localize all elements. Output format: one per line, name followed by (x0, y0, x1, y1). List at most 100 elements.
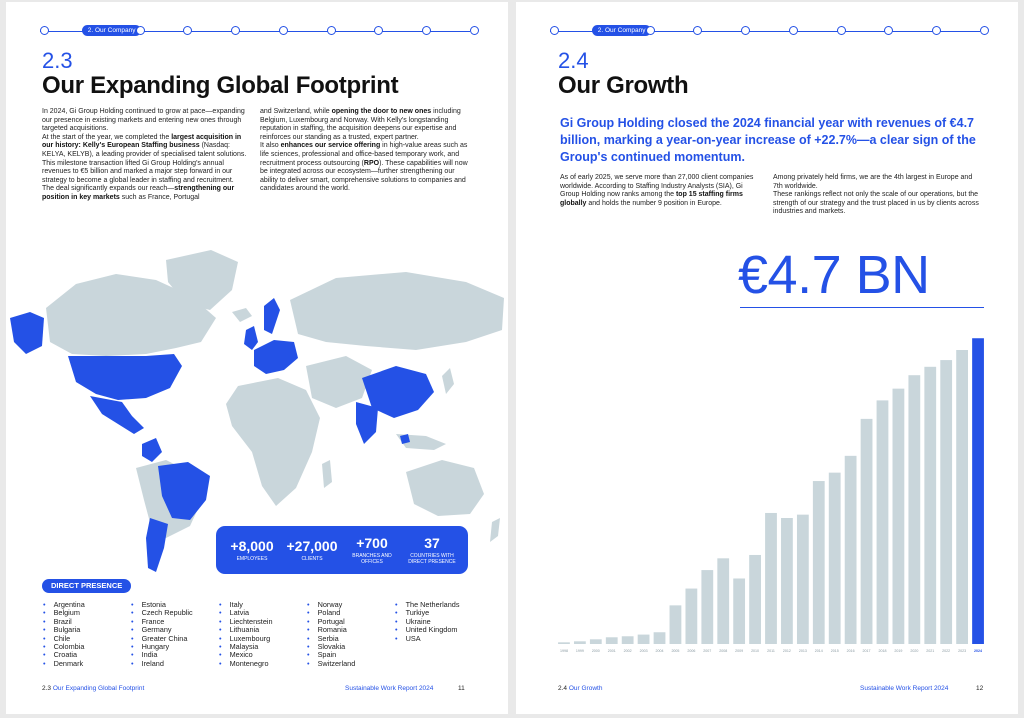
nav-chapter-dot[interactable] (374, 26, 384, 35)
x-tick-label: 2011 (767, 649, 775, 653)
nav-chapter-dot[interactable] (788, 26, 798, 35)
bar-2020 (908, 375, 921, 644)
paragraph: It also enhances our service offering in… (260, 142, 468, 194)
country-list: ArgentinaBelgiumBrazilBulgariaChileColom… (43, 600, 483, 679)
nav-chapter-dot[interactable] (470, 26, 479, 35)
country-item: France (131, 617, 219, 626)
stats-banner: +8,000 EMPLOYEES +27,000 CLIENTS +700 BRANC… (216, 526, 468, 574)
text-run: At the start of the year, we completed t… (42, 133, 172, 141)
text-bold: opening the door to new ones (331, 108, 432, 115)
map-norway (264, 298, 280, 334)
bar-2011 (765, 512, 777, 644)
country-item: Romania (307, 625, 395, 634)
nav-chapter-dot[interactable] (135, 26, 145, 35)
bar-2019 (892, 388, 905, 644)
country-item: Ukraine (395, 617, 483, 626)
x-tick-label: 2017 (863, 649, 871, 653)
footer-report-title: Sustainable Work Report 2024 (345, 685, 434, 692)
country-item: Bulgaria (43, 625, 131, 634)
chapter-navigation: 2. Our Company (550, 25, 989, 37)
nav-chapter-dot[interactable] (884, 26, 894, 35)
bar-2000 (589, 639, 602, 644)
body-column-2: and Switzerland, while opening the door … (260, 108, 468, 194)
stat-label: EMPLOYEES (236, 555, 268, 562)
country-item: India (131, 651, 219, 660)
body-column-1: In 2024, Gi Group Holding continued to g… (42, 108, 248, 203)
bar-2017 (860, 418, 873, 644)
footer-section-title: Our Growth (568, 685, 603, 692)
map-argentina-chile (146, 518, 168, 572)
nav-chapter-dot[interactable] (932, 26, 942, 35)
bar-2005 (669, 605, 682, 644)
direct-presence-badge: DIRECT PRESENCE (42, 579, 132, 593)
country-item: Belgium (43, 608, 131, 617)
paragraph: Among privately held firms, we are the 4… (773, 174, 973, 190)
map-japan (442, 368, 454, 394)
stat-label: CLIENTS (301, 555, 323, 562)
nav-chapter-dot[interactable] (836, 26, 846, 35)
bar-2003 (637, 634, 650, 644)
nav-chapter-dot[interactable] (693, 26, 703, 35)
nav-chapter-dot[interactable] (422, 26, 432, 35)
map-new-zealand (490, 518, 500, 542)
page-number: 11 (458, 685, 465, 692)
country-item: Switzerland (307, 659, 395, 668)
text-run: including Belgium, Luxembourg and Norway… (260, 108, 461, 141)
country-item: Ireland (131, 659, 219, 668)
map-colombia (142, 438, 162, 462)
nav-line (40, 31, 470, 32)
bar-2023 (956, 350, 969, 644)
x-tick-label: 2006 (687, 649, 695, 653)
chapter-navigation: 2. Our Company (40, 25, 479, 37)
left-page: 2. Our Company 2.3 Our Expanding Global … (6, 2, 508, 714)
country-item: Liechtenstein (219, 617, 307, 626)
nav-active-chapter[interactable]: 2. Our Company (81, 25, 142, 36)
nav-chapter-dot[interactable] (326, 26, 336, 35)
map-australia (406, 460, 484, 516)
x-tick-label: 2009 (735, 649, 743, 653)
text-bold: top 15 staffing firms globally (560, 191, 743, 207)
paragraph: At the start of the year, we completed t… (42, 134, 248, 186)
country-item: Czech Republic (131, 608, 219, 617)
section-number: 2.4 (558, 48, 589, 73)
nav-chapter-dot[interactable] (231, 26, 241, 35)
nav-chapter-dot[interactable] (183, 26, 193, 35)
x-tick-label: 1998 (560, 649, 568, 653)
x-tick-label: 2000 (592, 649, 600, 653)
x-tick-label: 1999 (576, 649, 584, 653)
country-column: The NetherlandsTurkiyeUkraineUnited King… (395, 600, 483, 679)
map-central-asia (306, 356, 372, 408)
bar-2010 (749, 554, 761, 644)
country-column: NorwayPolandPortugalRomaniaSerbiaSlovaki… (307, 600, 395, 679)
x-tick-label: 2002 (624, 649, 632, 653)
stat-value: +27,000 (286, 537, 338, 554)
stat-countries: 37 COUNTRIES WITH DIRECT PRESENCE (402, 535, 462, 566)
nav-active-chapter[interactable]: 2. Our Company (591, 25, 652, 36)
paragraph: In 2024, Gi Group Holding continued to g… (42, 108, 245, 133)
text-bold: enhances our service offering (280, 142, 381, 150)
bar-2016 (844, 455, 857, 644)
x-tick-label: 2018 (878, 649, 886, 653)
bar-2006 (685, 588, 698, 644)
country-item: Norway (307, 600, 395, 609)
nav-chapter-dot[interactable] (741, 26, 751, 35)
map-alaska (10, 312, 44, 354)
bar-2022 (940, 360, 953, 644)
page-title: Our Expanding Global Footprint (42, 72, 399, 99)
nav-chapter-dot[interactable] (550, 26, 559, 35)
x-tick-label: 2008 (719, 649, 727, 653)
text-bold: largest acquisition in our history: Kell… (42, 133, 242, 150)
nav-chapter-dot[interactable] (40, 26, 49, 35)
country-item: Portugal (307, 617, 395, 626)
nav-chapter-dot[interactable] (645, 26, 655, 35)
nav-chapter-dot[interactable] (278, 26, 288, 35)
nav-chapter-dot[interactable] (980, 26, 989, 35)
country-item: Brazil (43, 617, 131, 626)
x-tick-label: 2012 (783, 649, 791, 653)
bar-2004 (653, 632, 666, 644)
bar-2015 (828, 472, 841, 644)
paragraph: As of early 2025, we serve more than 27,… (560, 174, 760, 208)
section-number: 2.3 (42, 48, 73, 73)
text-run: ). These capabilities will now be integr… (260, 159, 468, 193)
country-item: Slovakia (307, 642, 395, 651)
